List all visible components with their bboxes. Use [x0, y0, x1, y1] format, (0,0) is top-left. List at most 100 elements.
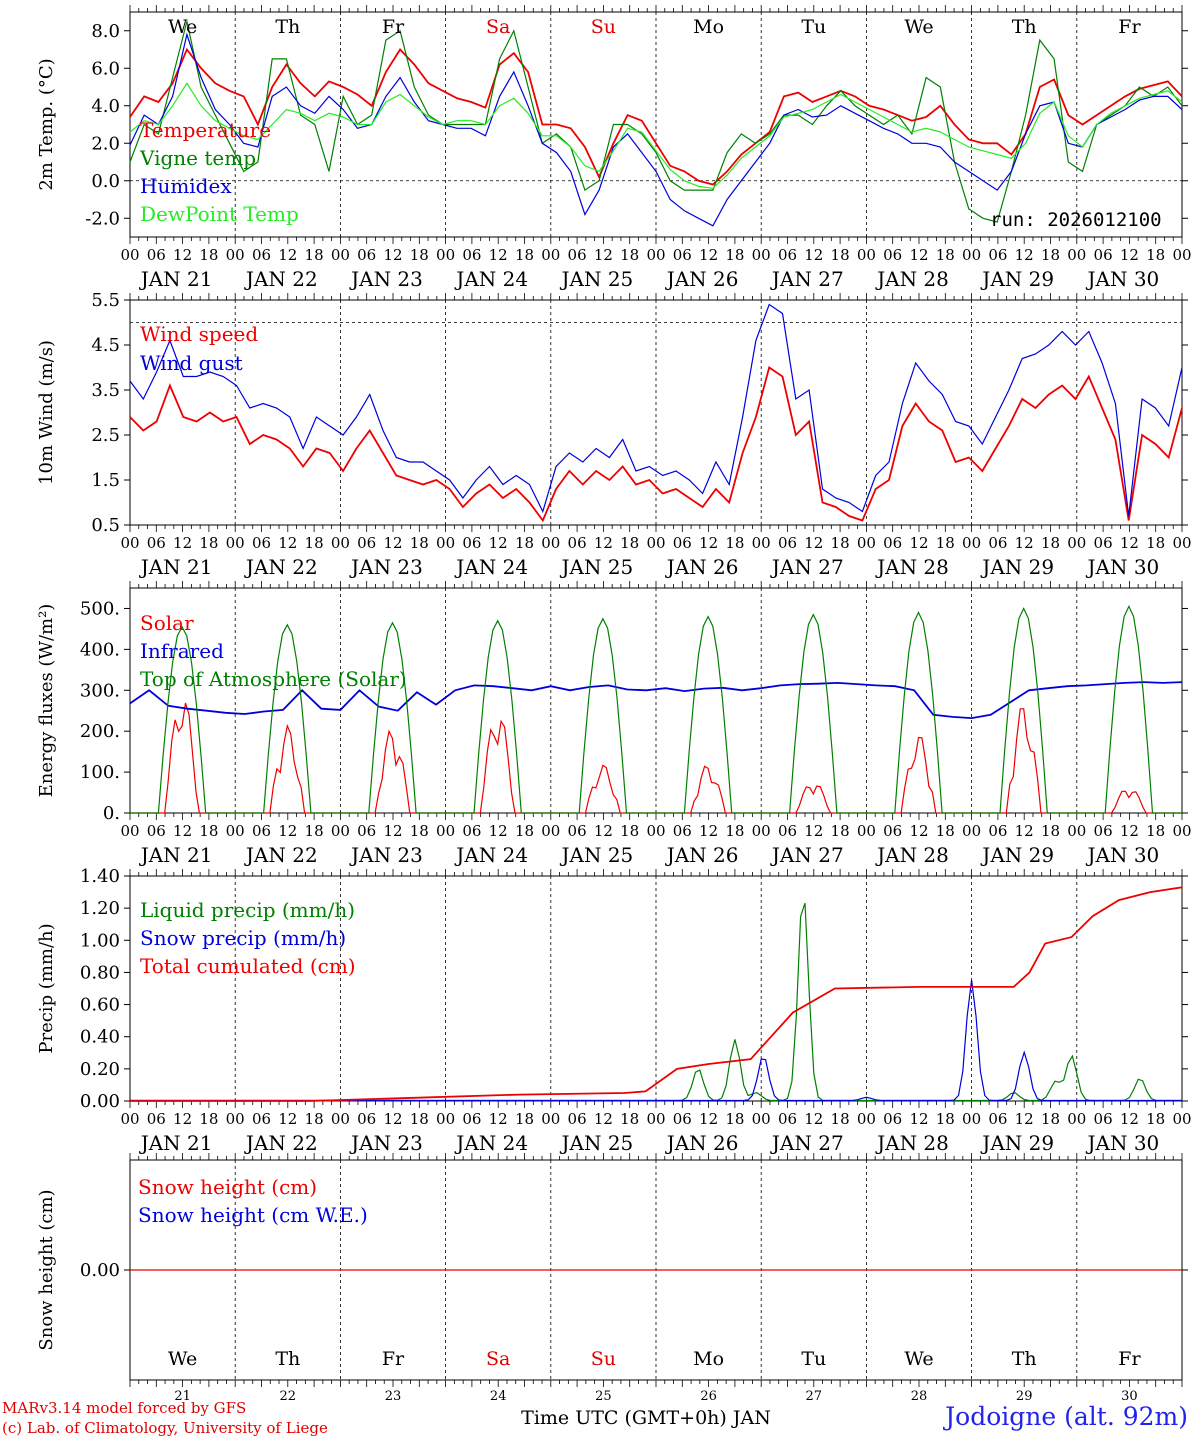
hour-tick-label: 00 [331, 1110, 350, 1128]
hour-tick-label: 06 [883, 246, 902, 264]
day-label: JAN 25 [560, 555, 634, 579]
panel-3: 0. 100. 200. 300. 400. 500. Energy fluxes (W/m… [36, 581, 1192, 867]
hour-tick-label: 06 [673, 1110, 692, 1128]
hour-tick-label: 18 [515, 1110, 534, 1128]
hour-tick-label: 12 [804, 534, 823, 552]
y-tick-label: 1.40 [80, 866, 120, 887]
y-tick-label: 0.5 [91, 515, 120, 536]
hour-tick-label: 18 [725, 534, 744, 552]
panel-2: 0.5 1.5 2.5 3.5 4.5 5.5 10m Wind (m/s) 00 06 12 18… [36, 290, 1192, 579]
day-number: 23 [385, 1389, 402, 1404]
hour-tick-label: 00 [646, 822, 665, 840]
hour-tick-label: 06 [252, 534, 271, 552]
hour-tick-label: 06 [988, 822, 1007, 840]
hour-tick-label: 06 [1094, 822, 1113, 840]
day-number: 22 [280, 1389, 297, 1404]
hour-tick-label: 06 [778, 246, 797, 264]
legend-entry: Infrared [140, 639, 224, 663]
legend-entry: Wind gust [140, 351, 243, 375]
hour-tick-label: 18 [410, 822, 429, 840]
series-total-cumulated-cm- [130, 886, 1183, 1102]
series-humidex [129, 32, 1183, 227]
hour-tick-label: 18 [620, 1110, 639, 1128]
day-label: JAN 23 [349, 843, 423, 867]
y-tick-label: 1.5 [91, 470, 120, 491]
day-label: JAN 30 [1086, 267, 1160, 291]
hour-tick-label: 12 [699, 246, 718, 264]
series-infrared [129, 681, 1183, 720]
y-tick-label: 2.0 [91, 133, 120, 154]
hour-tick-label: 06 [673, 822, 692, 840]
day-label: JAN 28 [875, 267, 949, 291]
y-axis-label: 2m Temp. (°C) [36, 58, 57, 190]
legend-entry: Temperature [140, 118, 271, 142]
y-tick-label: 200. [80, 721, 120, 742]
hour-tick-label: 18 [831, 822, 850, 840]
hour-tick-label: 18 [1041, 1110, 1060, 1128]
day-label: JAN 28 [875, 555, 949, 579]
y-tick-label: 0.0 [91, 171, 120, 192]
station-name: Jodoigne (alt. 92m) [945, 1402, 1188, 1431]
weekday-label: Sa [486, 16, 510, 38]
hour-tick-label: 00 [857, 246, 876, 264]
weekday-label: Mo [693, 1348, 724, 1370]
hour-tick-label: 12 [804, 822, 823, 840]
hour-tick-label: 00 [646, 246, 665, 264]
hour-tick-label: 12 [173, 1110, 192, 1128]
hour-tick-label: 06 [883, 1110, 902, 1128]
hour-tick-label: 18 [620, 534, 639, 552]
hour-tick-label: 00 [120, 534, 139, 552]
hour-tick-label: 06 [357, 822, 376, 840]
day-label: JAN 30 [1086, 1131, 1160, 1155]
hour-tick-label: 06 [1094, 1110, 1113, 1128]
day-label: JAN 26 [665, 1131, 739, 1155]
hour-tick-label: 00 [541, 534, 560, 552]
y-tick-label: 0.80 [80, 962, 120, 983]
day-number: 24 [490, 1389, 507, 1404]
hour-tick-label: 12 [594, 1110, 613, 1128]
hour-tick-label: 06 [462, 822, 481, 840]
legend-entry: Total cumulated (cm) [140, 954, 356, 978]
hour-tick-label: 18 [1146, 246, 1165, 264]
series-vigne-temp [129, 21, 1183, 223]
hour-tick-label: 00 [1067, 246, 1086, 264]
hour-tick-label: 12 [383, 246, 402, 264]
hour-tick-label: 18 [410, 1110, 429, 1128]
day-label: JAN 27 [770, 267, 844, 291]
day-label: JAN 26 [665, 555, 739, 579]
day-label: JAN 23 [349, 555, 423, 579]
hour-tick-label: 18 [620, 822, 639, 840]
day-label: JAN 27 [770, 555, 844, 579]
hour-tick-label: 00 [752, 246, 771, 264]
series-wind-speed [129, 366, 1183, 523]
hour-tick-label: 00 [962, 1110, 981, 1128]
day-label: JAN 30 [1086, 843, 1160, 867]
hour-tick-label: 06 [357, 534, 376, 552]
hour-tick-label: 06 [462, 1110, 481, 1128]
hour-tick-label: 12 [594, 246, 613, 264]
hour-tick-label: 06 [673, 246, 692, 264]
hour-tick-label: 00 [1172, 1110, 1191, 1128]
series-dewpoint-temp [129, 82, 1183, 189]
hour-tick-label: 18 [199, 822, 218, 840]
hour-tick-label: 00 [331, 246, 350, 264]
hour-tick-label: 06 [568, 822, 587, 840]
y-tick-label: 0.00 [80, 1260, 120, 1281]
y-tick-label: 400. [80, 639, 120, 660]
y-axis-label: Energy fluxes (W/m²) [36, 604, 57, 798]
hour-tick-label: 00 [436, 1110, 455, 1128]
run-label: run: 2026012100 [990, 209, 1162, 231]
hour-tick-label: 00 [857, 822, 876, 840]
hour-tick-label: 00 [226, 246, 245, 264]
hour-tick-label: 06 [568, 246, 587, 264]
hour-tick-label: 12 [489, 246, 508, 264]
hour-tick-label: 06 [568, 534, 587, 552]
hour-tick-label: 18 [410, 534, 429, 552]
hour-tick-label: 18 [1041, 534, 1060, 552]
hour-tick-label: 18 [936, 822, 955, 840]
y-tick-label: 0.60 [80, 995, 120, 1016]
y-tick-label: 0.40 [80, 1027, 120, 1048]
hour-tick-label: 12 [804, 1110, 823, 1128]
hour-tick-label: 18 [831, 534, 850, 552]
